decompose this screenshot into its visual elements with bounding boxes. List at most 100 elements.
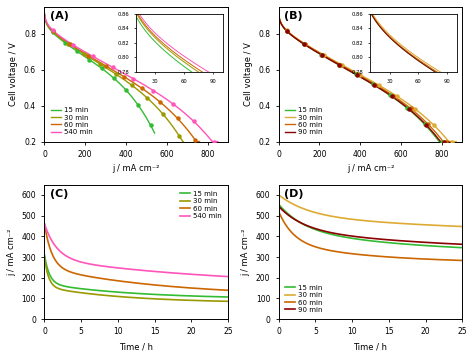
60 min: [42, 11, 47, 16]
X-axis label: j / mA cm⁻²: j / mA cm⁻²: [112, 164, 160, 173]
Y-axis label: j / mA cm⁻²: j / mA cm⁻²: [241, 228, 250, 276]
Line: 90 min: 90 min: [279, 206, 462, 244]
90 min: [384, 238, 390, 242]
30 min: [74, 290, 80, 294]
540 min: [211, 139, 217, 144]
60 min: [125, 280, 130, 284]
15 min: [107, 73, 113, 77]
90 min: [399, 239, 404, 243]
15 min: [94, 63, 100, 67]
540 min: [42, 11, 47, 15]
Text: (A): (A): [50, 11, 69, 21]
540 min: [124, 73, 130, 77]
90 min: [276, 204, 282, 208]
X-axis label: Time / h: Time / h: [119, 342, 153, 351]
540 min: [145, 85, 150, 89]
15 min: [95, 63, 100, 67]
30 min: [453, 139, 459, 144]
90 min: [359, 235, 365, 240]
540 min: [125, 267, 130, 271]
60 min: [357, 74, 363, 78]
15 min: [366, 80, 372, 84]
540 min: [150, 269, 155, 274]
15 min: [276, 202, 282, 206]
15 min: [323, 231, 328, 235]
Line: 60 min: 60 min: [45, 224, 228, 290]
15 min: [42, 13, 47, 17]
60 min: [134, 83, 139, 87]
90 min: [357, 75, 363, 79]
30 min: [42, 255, 47, 259]
60 min: [359, 253, 365, 257]
30 min: [276, 11, 282, 16]
90 min: [441, 139, 447, 144]
60 min: [126, 77, 131, 82]
30 min: [117, 74, 122, 79]
60 min: [441, 139, 447, 144]
90 min: [356, 74, 362, 78]
15 min: [149, 126, 155, 130]
30 min: [446, 139, 452, 144]
30 min: [180, 139, 186, 144]
30 min: [155, 107, 161, 111]
Line: 540 min: 540 min: [45, 224, 228, 277]
30 min: [323, 213, 328, 217]
15 min: [413, 113, 419, 118]
30 min: [372, 81, 377, 85]
15 min: [359, 238, 365, 242]
90 min: [445, 139, 451, 144]
Line: 15 min: 15 min: [45, 255, 228, 297]
60 min: [384, 255, 390, 259]
15 min: [414, 243, 420, 247]
90 min: [459, 242, 465, 246]
540 min: [164, 270, 170, 275]
15 min: [132, 98, 137, 103]
15 min: [276, 12, 282, 16]
15 min: [74, 286, 80, 290]
540 min: [184, 113, 190, 117]
Legend: 15 min, 30 min, 60 min, 540 min: 15 min, 30 min, 60 min, 540 min: [177, 188, 225, 222]
60 min: [225, 288, 231, 292]
60 min: [378, 86, 383, 90]
Line: 15 min: 15 min: [279, 204, 462, 248]
60 min: [358, 74, 364, 78]
540 min: [225, 275, 231, 279]
60 min: [399, 256, 404, 260]
30 min: [308, 209, 314, 213]
30 min: [180, 298, 185, 302]
15 min: [89, 288, 94, 292]
15 min: [152, 131, 157, 135]
Text: (B): (B): [284, 11, 303, 21]
90 min: [367, 81, 373, 85]
30 min: [421, 114, 427, 118]
90 min: [377, 86, 383, 91]
540 min: [180, 271, 185, 276]
Line: 90 min: 90 min: [279, 14, 448, 141]
15 min: [399, 242, 404, 246]
Legend: 15 min, 30 min, 60 min, 540 min: 15 min, 30 min, 60 min, 540 min: [48, 105, 95, 138]
90 min: [415, 114, 420, 118]
15 min: [459, 246, 465, 250]
60 min: [169, 110, 174, 115]
Legend: 15 min, 30 min, 60 min, 90 min: 15 min, 30 min, 60 min, 90 min: [282, 282, 326, 316]
15 min: [164, 293, 170, 297]
30 min: [42, 12, 47, 16]
60 min: [323, 247, 328, 252]
15 min: [375, 86, 381, 90]
60 min: [276, 12, 282, 16]
30 min: [125, 295, 130, 299]
Y-axis label: Cell voltage / V: Cell voltage / V: [244, 42, 253, 106]
60 min: [89, 275, 94, 279]
Text: (C): (C): [50, 189, 68, 199]
60 min: [414, 256, 420, 261]
60 min: [74, 272, 80, 276]
60 min: [193, 139, 199, 143]
60 min: [180, 285, 185, 290]
15 min: [308, 226, 314, 230]
30 min: [109, 69, 114, 73]
Y-axis label: j / mA cm⁻²: j / mA cm⁻²: [7, 228, 16, 276]
Line: 30 min: 30 min: [279, 14, 456, 141]
Line: 60 min: 60 min: [279, 212, 462, 261]
Line: 15 min: 15 min: [279, 14, 446, 141]
Y-axis label: Cell voltage / V: Cell voltage / V: [9, 42, 18, 106]
